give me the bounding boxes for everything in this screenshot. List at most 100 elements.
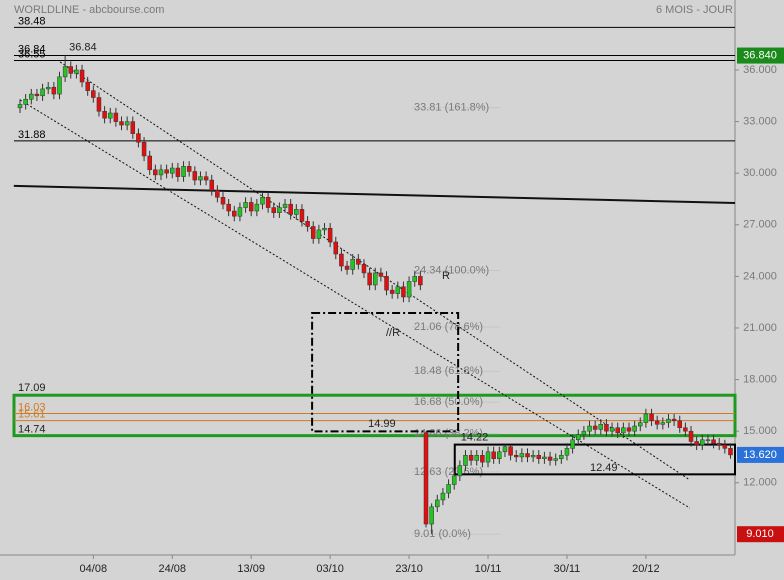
candle-body bbox=[91, 90, 96, 98]
candle-body bbox=[141, 141, 147, 157]
candle-body bbox=[519, 453, 525, 458]
candle-body bbox=[215, 190, 220, 198]
candle-body bbox=[592, 425, 598, 430]
box-label: 12.49 bbox=[590, 462, 618, 474]
candle-body bbox=[621, 427, 626, 434]
x-tick-label: 03/10 bbox=[316, 563, 344, 575]
x-tick-label: 30/11 bbox=[554, 563, 581, 575]
y-tick-label: 21.000 bbox=[743, 322, 777, 334]
y-tick-label: 33.000 bbox=[743, 116, 777, 128]
fib-label: 33.81 (161.8%) bbox=[414, 102, 489, 114]
candle-body bbox=[130, 121, 136, 134]
x-tick-label: 20/12 bbox=[632, 563, 660, 575]
candle-body bbox=[412, 276, 417, 282]
candle-body bbox=[147, 155, 152, 171]
chart-subtitle: 6 MOIS - JOUR bbox=[656, 4, 733, 16]
candle-body bbox=[485, 451, 491, 463]
x-tick-label: 24/08 bbox=[158, 563, 186, 575]
candle-body bbox=[153, 169, 158, 176]
candle-body bbox=[74, 69, 79, 74]
zone-box bbox=[12, 393, 737, 438]
candle-body bbox=[575, 434, 581, 441]
level-label: 36.55 bbox=[18, 48, 46, 60]
zone-label: 17.09 bbox=[18, 382, 46, 394]
candle-body bbox=[666, 418, 671, 423]
candle-body bbox=[423, 432, 429, 525]
price-tag-label: 13.620 bbox=[743, 449, 777, 461]
candle-body bbox=[29, 93, 34, 100]
price-tag bbox=[737, 526, 784, 543]
candle-body bbox=[688, 430, 694, 442]
level-label: 16.03 bbox=[18, 401, 46, 413]
candle-body bbox=[102, 111, 107, 119]
candle-body bbox=[79, 69, 85, 83]
candle-body bbox=[40, 88, 45, 97]
candle-body bbox=[333, 241, 339, 255]
candle-body bbox=[136, 133, 141, 143]
candle-body bbox=[446, 484, 451, 494]
candle-body bbox=[34, 93, 40, 97]
candle-body bbox=[310, 226, 316, 239]
candle-body bbox=[395, 286, 401, 294]
y-tick-label: 15.000 bbox=[743, 425, 777, 437]
candle-body bbox=[722, 444, 728, 449]
candle-body bbox=[711, 439, 716, 444]
candle-body bbox=[384, 276, 389, 291]
candle-body bbox=[367, 272, 372, 286]
candle-body bbox=[192, 171, 198, 181]
fib-label: 9.01 (0.0%) bbox=[414, 528, 471, 540]
candle-body bbox=[530, 454, 536, 458]
candle-body bbox=[175, 167, 181, 177]
candle-body bbox=[277, 207, 282, 213]
dash-box bbox=[311, 312, 460, 433]
box-label: 14.99 bbox=[368, 418, 396, 430]
candle-body bbox=[271, 207, 277, 213]
candle-body bbox=[626, 427, 632, 432]
candle-body bbox=[468, 454, 474, 461]
candle-body bbox=[474, 454, 479, 461]
candle-body bbox=[559, 454, 564, 459]
candle-body bbox=[480, 454, 485, 463]
candle-body bbox=[158, 169, 164, 176]
candle-body bbox=[716, 442, 722, 446]
candle-body bbox=[378, 272, 384, 277]
candle-body bbox=[604, 424, 609, 432]
candle-body bbox=[536, 454, 542, 459]
fib-label: 18.48 (61.8%) bbox=[414, 365, 483, 377]
candle-body bbox=[491, 451, 496, 459]
candle-body bbox=[389, 289, 395, 294]
candle-body bbox=[51, 86, 57, 95]
trendline bbox=[19, 99, 691, 509]
candle-body bbox=[356, 258, 361, 265]
price-tag bbox=[737, 446, 784, 463]
range-box bbox=[453, 443, 736, 476]
candle-body bbox=[463, 454, 468, 466]
trendline bbox=[13, 184, 736, 204]
candle-body bbox=[322, 227, 327, 231]
candle-body bbox=[570, 439, 575, 449]
y-tick-label: 36.000 bbox=[743, 64, 777, 76]
level-label: 38.48 bbox=[18, 15, 46, 27]
candle-body bbox=[260, 197, 265, 205]
candle-body bbox=[339, 253, 344, 267]
candle-body bbox=[198, 176, 203, 181]
candle-body bbox=[248, 202, 254, 212]
candle-body bbox=[361, 264, 367, 274]
annotation: R bbox=[442, 270, 450, 282]
candle-body bbox=[96, 97, 102, 112]
candle-body bbox=[547, 456, 553, 461]
level-label: 36.84 bbox=[18, 43, 46, 55]
candle-body bbox=[45, 86, 51, 90]
candle-body bbox=[609, 427, 615, 432]
candle-body bbox=[502, 446, 508, 453]
candle-body bbox=[232, 210, 237, 217]
candle-body bbox=[373, 272, 378, 286]
candle-body bbox=[598, 424, 604, 430]
candle-body bbox=[203, 176, 209, 181]
candle-body bbox=[209, 179, 214, 191]
price-tag-label: 9.010 bbox=[746, 528, 774, 540]
candle-body bbox=[124, 121, 130, 126]
y-tick-label: 24.000 bbox=[743, 270, 777, 282]
candle-body bbox=[671, 418, 677, 422]
